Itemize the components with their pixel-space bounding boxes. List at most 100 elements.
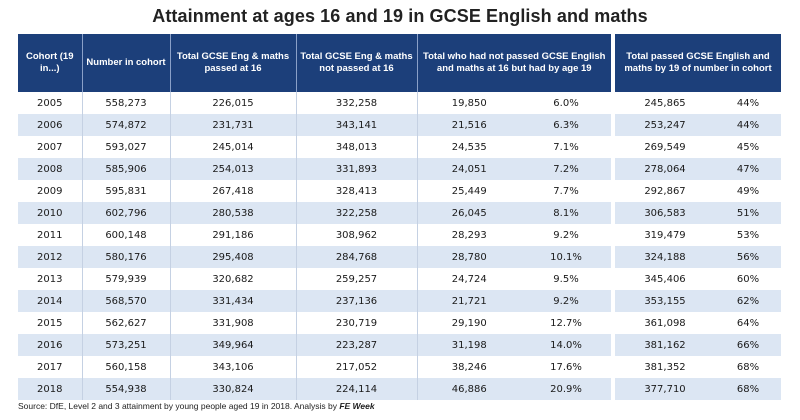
cell-passed-by-19-count: 19,850: [417, 92, 521, 114]
cell-total-by-19-percent: 56%: [715, 246, 781, 268]
cell-number-in-cohort: 602,796: [82, 202, 171, 224]
cell-passed-by-19-count: 24,724: [417, 268, 521, 290]
cell-passed-by-19-count: 25,449: [417, 180, 521, 202]
cell-total-by-19-count: 245,865: [615, 92, 715, 114]
cell-total-by-19-percent: 68%: [715, 356, 781, 378]
cell-passed-by-19-count: 24,535: [417, 136, 521, 158]
cell-total-by-19-count: 292,867: [615, 180, 715, 202]
table-row: 2008 585,906 254,013 331,893 24,051 7.2%: [18, 158, 611, 180]
cell-passed-by-19-percent: 6.0%: [521, 92, 611, 114]
cell-passed-by-19-percent: 10.1%: [521, 246, 611, 268]
table-row: 2012 580,176 295,408 284,768 28,780 10.1%: [18, 246, 611, 268]
table-row: 2007 593,027 245,014 348,013 24,535 7.1%: [18, 136, 611, 158]
cell-total-by-19-percent: 45%: [715, 136, 781, 158]
cell-not-passed-at-16: 331,893: [296, 158, 418, 180]
attainment-table: Cohort (19 in...) Number in cohort Total…: [18, 34, 611, 400]
table-row: 2014 568,570 331,434 237,136 21,721 9.2%: [18, 290, 611, 312]
table-row: 319,479 53%: [615, 224, 781, 246]
cell-cohort-year: 2014: [18, 290, 83, 312]
cell-number-in-cohort: 560,158: [82, 356, 171, 378]
cell-total-by-19-percent: 60%: [715, 268, 781, 290]
cell-cohort-year: 2011: [18, 224, 83, 246]
cell-cohort-year: 2016: [18, 334, 83, 356]
cell-total-by-19-percent: 51%: [715, 202, 781, 224]
cell-passed-by-19-count: 31,198: [417, 334, 521, 356]
cell-not-passed-at-16: 224,114: [296, 378, 418, 400]
table-row: 245,865 44%: [615, 92, 781, 114]
cell-passed-at-16: 267,418: [170, 180, 297, 202]
cell-not-passed-at-16: 223,287: [296, 334, 418, 356]
cell-passed-by-19-count: 24,051: [417, 158, 521, 180]
cell-not-passed-at-16: 230,719: [296, 312, 418, 334]
cell-passed-by-19-percent: 14.0%: [521, 334, 611, 356]
cell-passed-at-16: 226,015: [170, 92, 297, 114]
cell-total-by-19-percent: 62%: [715, 290, 781, 312]
cell-not-passed-at-16: 348,013: [296, 136, 418, 158]
cell-number-in-cohort: 579,939: [82, 268, 171, 290]
cell-passed-by-19-percent: 7.7%: [521, 180, 611, 202]
table-row: 324,188 56%: [615, 246, 781, 268]
cell-total-by-19-count: 361,098: [615, 312, 715, 334]
table-row: 377,710 68%: [615, 378, 781, 400]
header-cohort: Cohort (19 in...): [18, 34, 83, 92]
page-title: Attainment at ages 16 and 19 in GCSE Eng…: [152, 6, 648, 26]
header-total-passed-by-19: Total passed GCSE English and maths by 1…: [615, 34, 781, 92]
cell-passed-by-19-percent: 9.2%: [521, 290, 611, 312]
table-row: 2017 560,158 343,106 217,052 38,246 17.6%: [18, 356, 611, 378]
table-row: 381,162 66%: [615, 334, 781, 356]
cell-number-in-cohort: 574,872: [82, 114, 171, 136]
cell-cohort-year: 2013: [18, 268, 83, 290]
cell-passed-at-16: 349,964: [170, 334, 297, 356]
total-by-19-table: Total passed GCSE English and maths by 1…: [615, 34, 781, 400]
cell-number-in-cohort: 585,906: [82, 158, 171, 180]
header-not-passed-at-16: Total GCSE Eng & maths not passed at 16: [296, 34, 418, 92]
cell-cohort-year: 2015: [18, 312, 83, 334]
cell-cohort-year: 2005: [18, 92, 83, 114]
table-row: 306,583 51%: [615, 202, 781, 224]
table-row: 2015 562,627 331,908 230,719 29,190 12.7%: [18, 312, 611, 334]
cell-cohort-year: 2018: [18, 378, 83, 400]
table-row: 2006 574,872 231,731 343,141 21,516 6.3%: [18, 114, 611, 136]
table-header-row: Total passed GCSE English and maths by 1…: [615, 34, 781, 92]
cell-passed-at-16: 231,731: [170, 114, 297, 136]
table-row: 292,867 49%: [615, 180, 781, 202]
cell-not-passed-at-16: 237,136: [296, 290, 418, 312]
cell-passed-by-19-percent: 9.5%: [521, 268, 611, 290]
source-note: Source: DfE, Level 2 and 3 attainment by…: [18, 401, 375, 411]
cell-number-in-cohort: 554,938: [82, 378, 171, 400]
cell-passed-by-19-percent: 9.2%: [521, 224, 611, 246]
table-row: 2005 558,273 226,015 332,258 19,850 6.0%: [18, 92, 611, 114]
cell-not-passed-at-16: 332,258: [296, 92, 418, 114]
cell-total-by-19-percent: 53%: [715, 224, 781, 246]
cell-not-passed-at-16: 284,768: [296, 246, 418, 268]
header-passed-at-16: Total GCSE Eng & maths passed at 16: [170, 34, 297, 92]
source-brand: FE Week: [339, 401, 375, 411]
table-row: 361,098 64%: [615, 312, 781, 334]
cell-number-in-cohort: 595,831: [82, 180, 171, 202]
cell-cohort-year: 2017: [18, 356, 83, 378]
cell-passed-at-16: 291,186: [170, 224, 297, 246]
table-header-row: Cohort (19 in...) Number in cohort Total…: [18, 34, 611, 92]
cell-passed-by-19-percent: 20.9%: [521, 378, 611, 400]
table-row: 2011 600,148 291,186 308,962 28,293 9.2%: [18, 224, 611, 246]
cell-number-in-cohort: 600,148: [82, 224, 171, 246]
table-row: 2016 573,251 349,964 223,287 31,198 14.0%: [18, 334, 611, 356]
table-row: 2009 595,831 267,418 328,413 25,449 7.7%: [18, 180, 611, 202]
cell-not-passed-at-16: 308,962: [296, 224, 418, 246]
cell-passed-by-19-count: 46,886: [417, 378, 521, 400]
cell-passed-by-19-percent: 17.6%: [521, 356, 611, 378]
cell-passed-by-19-percent: 7.1%: [521, 136, 611, 158]
cell-passed-by-19-percent: 12.7%: [521, 312, 611, 334]
cell-number-in-cohort: 580,176: [82, 246, 171, 268]
cell-total-by-19-percent: 64%: [715, 312, 781, 334]
cell-total-by-19-percent: 66%: [715, 334, 781, 356]
cell-total-by-19-percent: 44%: [715, 114, 781, 136]
cell-total-by-19-percent: 47%: [715, 158, 781, 180]
header-number-in-cohort: Number in cohort: [82, 34, 171, 92]
cell-cohort-year: 2010: [18, 202, 83, 224]
cell-passed-at-16: 330,824: [170, 378, 297, 400]
cell-number-in-cohort: 558,273: [82, 92, 171, 114]
cell-passed-by-19-count: 26,045: [417, 202, 521, 224]
cell-passed-at-16: 343,106: [170, 356, 297, 378]
cell-passed-at-16: 295,408: [170, 246, 297, 268]
